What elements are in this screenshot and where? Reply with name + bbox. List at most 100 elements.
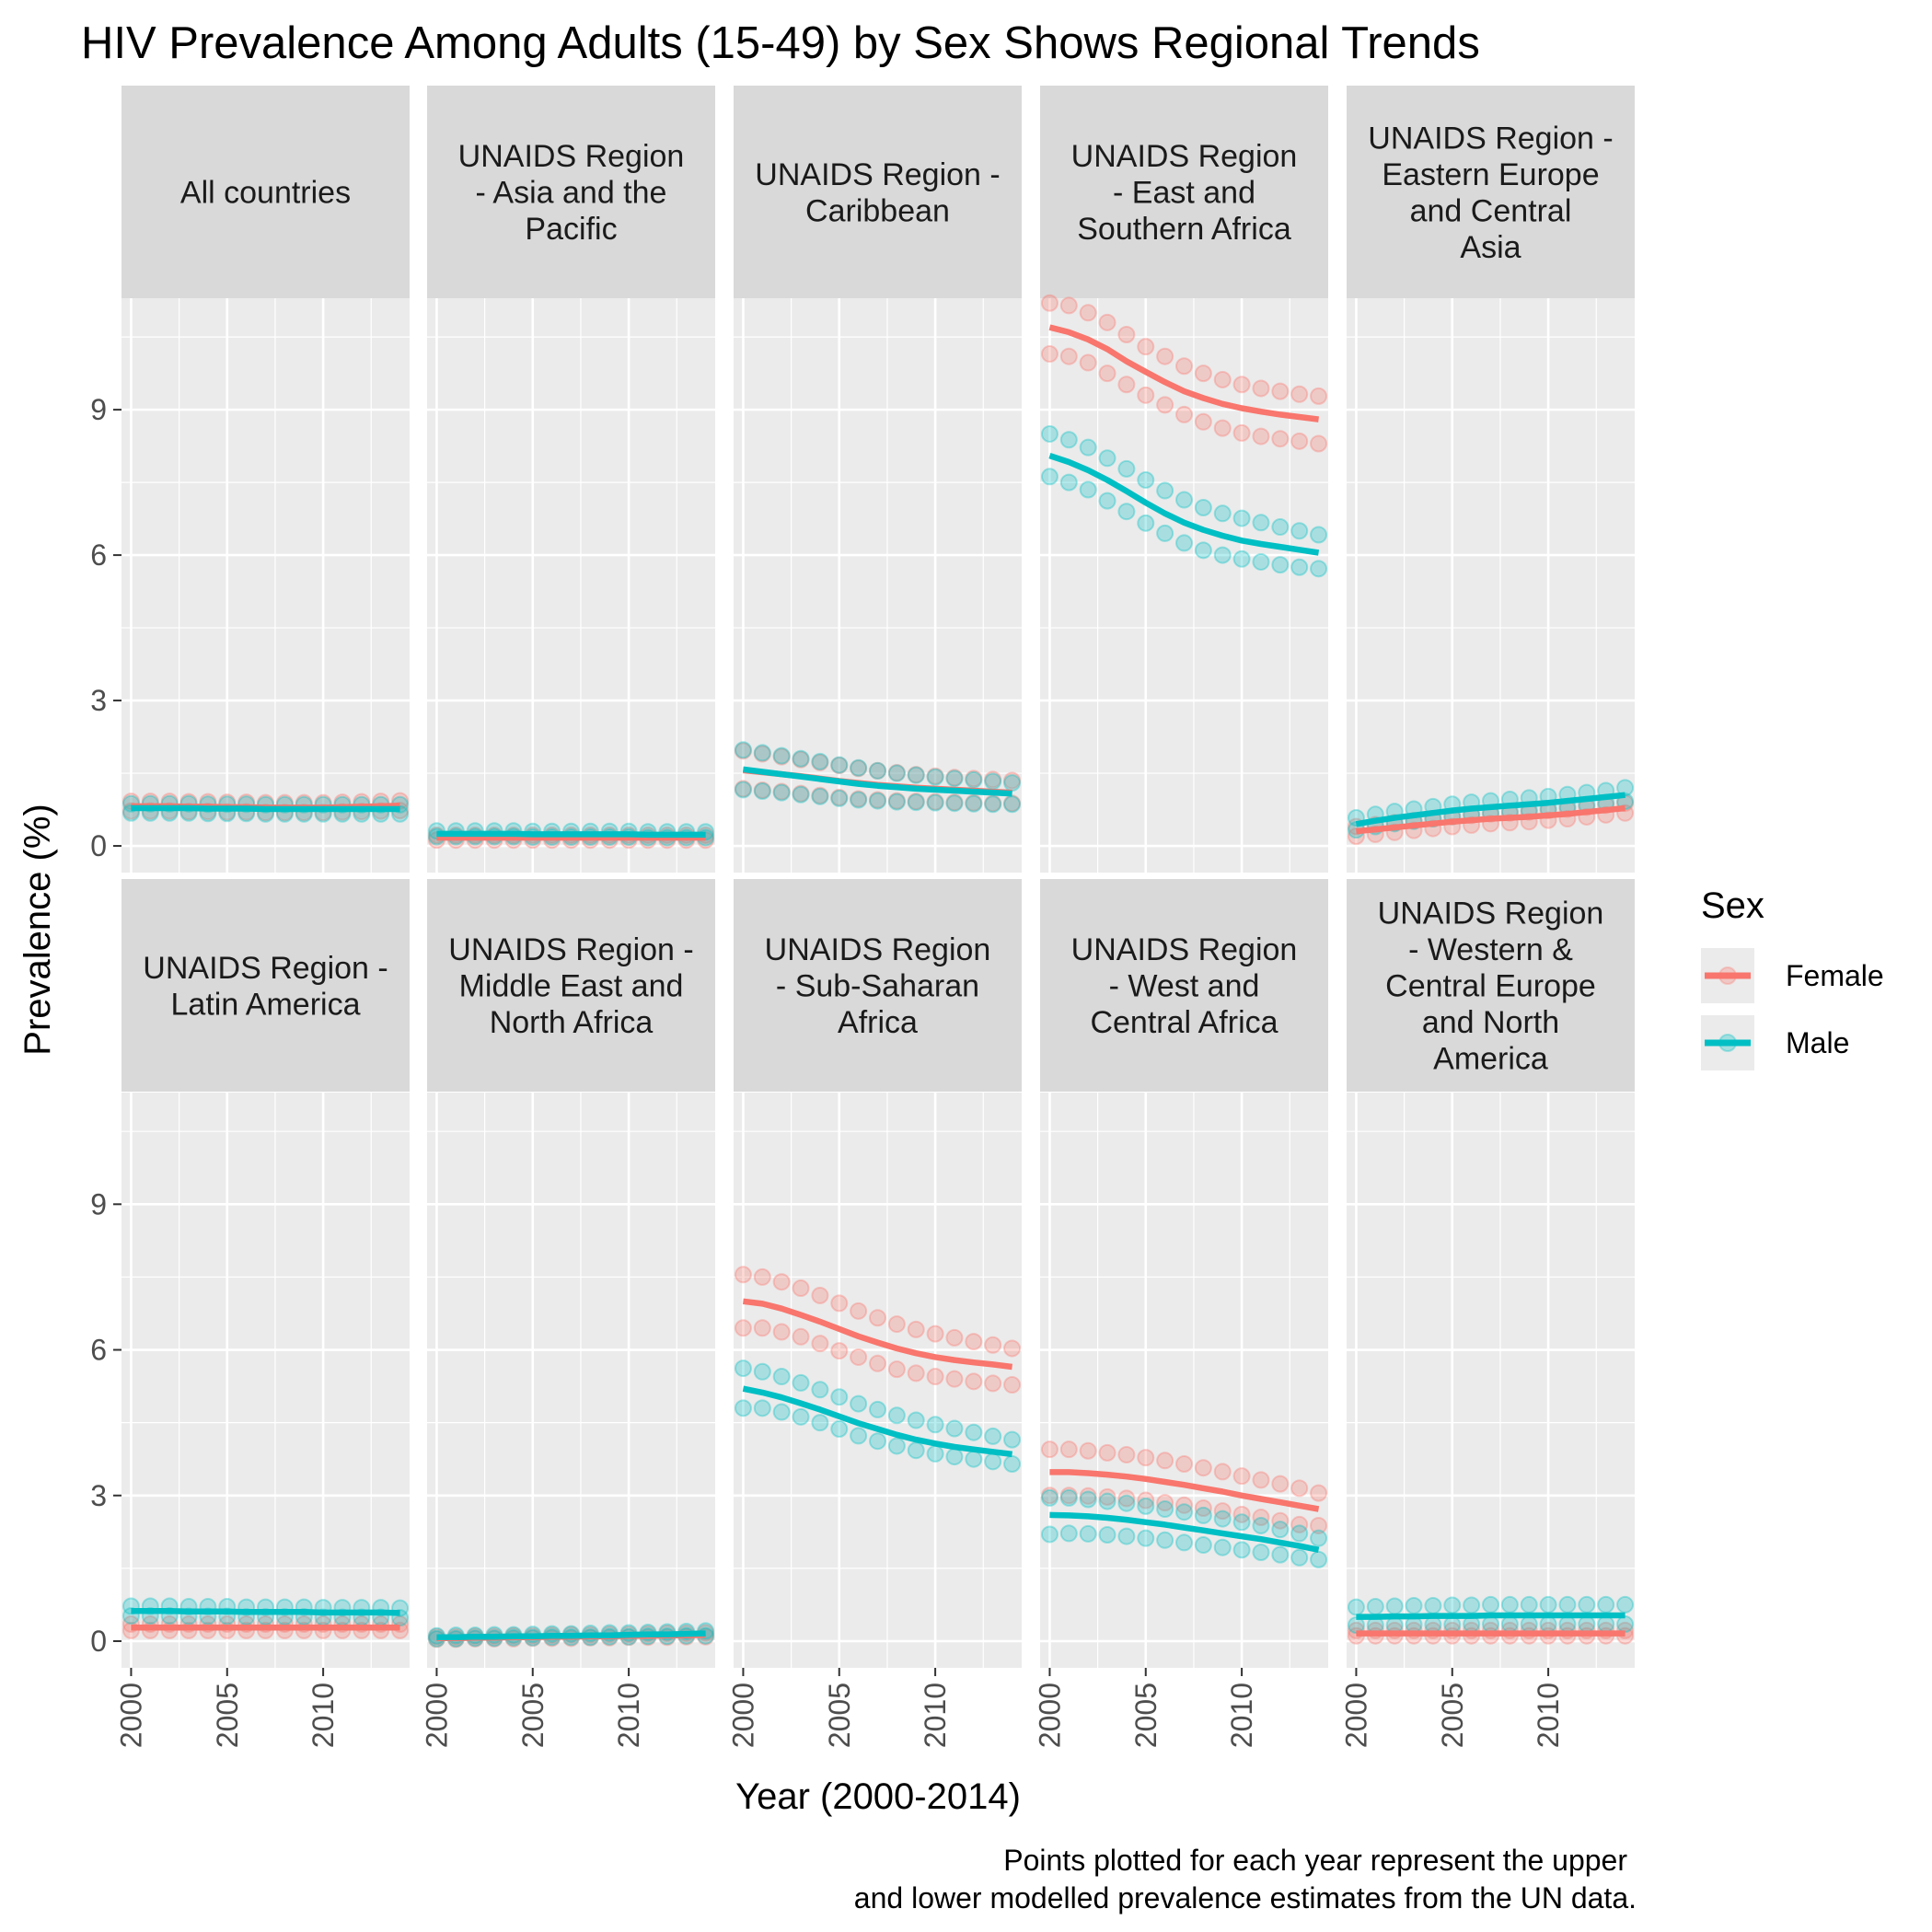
x-tick-label: 2005 bbox=[1436, 1683, 1469, 1748]
trend-line-male bbox=[742, 1385, 1013, 1458]
data-point-male-upper bbox=[1040, 1488, 1059, 1507]
data-point-female-upper bbox=[965, 1333, 983, 1351]
data-point-male-lower bbox=[753, 782, 771, 801]
data-point-female-upper bbox=[1175, 357, 1193, 376]
data-point-female-lower bbox=[1040, 345, 1059, 364]
data-point-male-lower bbox=[753, 1399, 771, 1417]
strip-background bbox=[1040, 879, 1328, 1092]
data-point-female-upper bbox=[850, 759, 868, 778]
data-point-male-lower bbox=[1137, 1529, 1155, 1547]
data-point-female-upper bbox=[887, 1315, 906, 1334]
data-point-male-upper bbox=[1156, 1500, 1174, 1519]
data-point-female-lower bbox=[869, 791, 886, 809]
data-point-female-upper bbox=[887, 764, 906, 782]
y-tick-label: 0 bbox=[90, 1625, 107, 1658]
data-point-male-lower bbox=[1213, 546, 1232, 564]
strip-background bbox=[1347, 879, 1635, 1092]
data-point-female-lower bbox=[734, 780, 752, 798]
data-point-male-lower bbox=[1482, 1615, 1499, 1634]
data-point-female-upper bbox=[1194, 1459, 1212, 1477]
trend-line-male bbox=[1048, 453, 1320, 556]
data-point-female-upper bbox=[1079, 304, 1097, 322]
data-point-male-lower bbox=[830, 789, 849, 807]
data-point-male-upper bbox=[1500, 1595, 1519, 1614]
data-point-female-lower bbox=[869, 1354, 886, 1372]
data-point-male-upper bbox=[850, 1394, 868, 1413]
x-tick-label: 2010 bbox=[919, 1683, 952, 1748]
data-point-male-upper bbox=[1079, 1490, 1097, 1509]
data-point-male-lower bbox=[1232, 550, 1251, 568]
data-point-female-lower bbox=[1290, 1515, 1309, 1533]
data-point-female-lower bbox=[1137, 1491, 1155, 1510]
data-point-male-upper bbox=[830, 756, 849, 774]
data-point-male-lower bbox=[1040, 468, 1059, 486]
data-point-female-lower bbox=[753, 781, 771, 799]
trend-line-female bbox=[1048, 324, 1320, 422]
data-point-male-lower bbox=[830, 1420, 849, 1439]
data-point-male-lower bbox=[1040, 1525, 1059, 1544]
strip-label: - Sub-Saharan bbox=[776, 969, 979, 1004]
data-point-male-upper bbox=[965, 1423, 983, 1441]
data-point-male-upper bbox=[945, 1419, 964, 1438]
data-point-female-lower bbox=[1079, 1487, 1097, 1505]
data-point-female-upper bbox=[1252, 1471, 1270, 1489]
strip-label: UNAIDS Region - bbox=[143, 951, 388, 986]
strip-label: and North bbox=[1422, 1005, 1559, 1040]
data-point-male-lower bbox=[1213, 1538, 1232, 1556]
x-tick-label: 2005 bbox=[823, 1683, 856, 1748]
data-point-female-lower bbox=[965, 793, 983, 812]
data-point-male-lower bbox=[1443, 1615, 1462, 1634]
data-point-male-lower bbox=[1098, 492, 1116, 510]
data-point-male-upper bbox=[1156, 481, 1174, 500]
data-point-female-lower bbox=[772, 1323, 791, 1341]
data-point-female-upper bbox=[830, 1294, 849, 1313]
data-point-female-upper bbox=[811, 1286, 829, 1304]
data-point-female-upper bbox=[926, 767, 944, 785]
data-point-female-lower bbox=[734, 1319, 752, 1337]
trend-line-female bbox=[1049, 1469, 1320, 1512]
data-point-male-lower bbox=[1578, 1615, 1596, 1634]
trend-line-female bbox=[742, 1298, 1013, 1371]
data-point-female-lower bbox=[907, 792, 925, 811]
chart-title: HIV Prevalence Among Adults (15-49) by S… bbox=[81, 18, 1480, 68]
data-point-male-upper bbox=[811, 1381, 829, 1399]
data-point-male-lower bbox=[1117, 503, 1136, 521]
data-point-female-upper bbox=[1271, 1475, 1290, 1493]
data-point-male-lower bbox=[1271, 1545, 1290, 1564]
x-tick-label: 2005 bbox=[516, 1683, 550, 1748]
data-point-female-upper bbox=[965, 769, 983, 788]
data-point-female-upper bbox=[1156, 347, 1174, 365]
data-point-male-upper bbox=[1558, 1595, 1577, 1614]
data-point-female-lower bbox=[1252, 427, 1270, 445]
strip-label: UNAIDS Region bbox=[765, 932, 991, 967]
strip-background bbox=[1040, 86, 1328, 298]
data-point-male-lower bbox=[850, 1427, 868, 1445]
trend-line-male bbox=[131, 1608, 400, 1616]
data-point-male-upper bbox=[1271, 1521, 1290, 1539]
data-point-male-lower bbox=[792, 1407, 810, 1426]
panel-background bbox=[427, 1093, 715, 1668]
trend-line-male bbox=[436, 1630, 706, 1641]
data-point-male-upper bbox=[1079, 438, 1097, 457]
x-tick-label: 2000 bbox=[1339, 1683, 1372, 1748]
data-point-female-lower bbox=[926, 1368, 944, 1386]
data-point-male-lower bbox=[734, 781, 752, 799]
data-point-male-upper bbox=[1463, 1596, 1481, 1614]
data-point-female-upper bbox=[1003, 771, 1022, 790]
strip-background bbox=[734, 86, 1022, 298]
data-point-male-upper bbox=[753, 1362, 771, 1381]
caption-line-2: and lower modelled prevalence estimates … bbox=[854, 1881, 1637, 1915]
data-point-male-lower bbox=[1558, 1615, 1577, 1634]
facet-panel: UNAIDS Region -Latin America 0 3 6 9 2000 2005… bbox=[90, 879, 410, 1748]
data-point-male-upper bbox=[1597, 1595, 1615, 1614]
data-point-female-lower bbox=[1310, 434, 1328, 453]
data-point-male-upper bbox=[1616, 1595, 1635, 1614]
data-point-female-lower bbox=[926, 792, 944, 811]
data-point-male-upper bbox=[887, 1406, 906, 1425]
data-point-male-upper bbox=[1252, 1516, 1270, 1534]
data-point-male-upper bbox=[734, 741, 752, 759]
panel-background bbox=[734, 1093, 1022, 1668]
